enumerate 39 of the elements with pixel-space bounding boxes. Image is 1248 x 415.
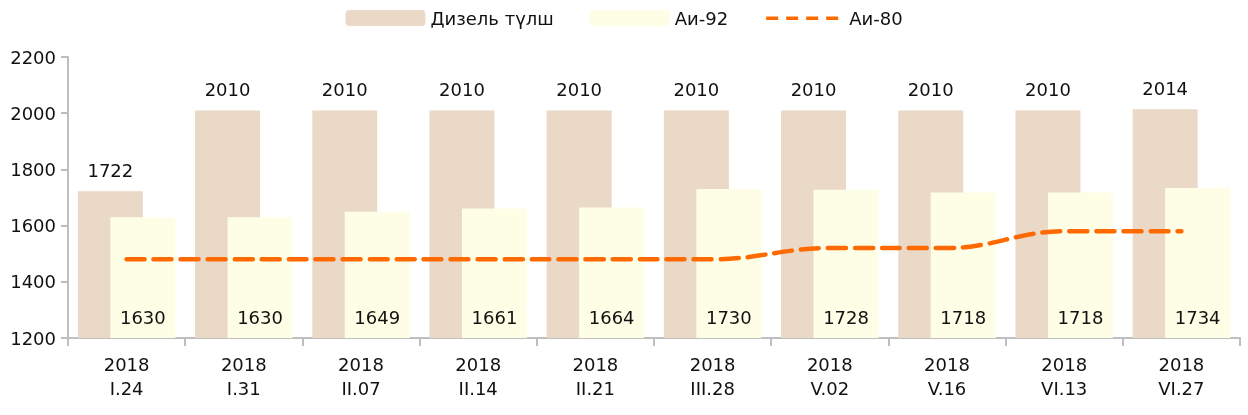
data-label: 1728 <box>823 306 869 328</box>
x-tick-label: 2018 III.28 <box>689 353 736 399</box>
data-label: 2010 <box>1025 78 1071 100</box>
data-label: 1718 <box>940 306 987 328</box>
data-label: 1664 <box>588 306 635 328</box>
x-tick-label: 2018 II.21 <box>572 353 619 399</box>
data-label: 2014 <box>1142 77 1189 99</box>
data-label: 1661 <box>471 306 518 328</box>
x-tick-label: 2018 II.14 <box>455 353 502 399</box>
data-label: 2010 <box>556 78 603 100</box>
y-tick-label: 1600 <box>10 215 56 237</box>
x-tick-label: 2018 V.16 <box>924 353 970 399</box>
data-label: 1734 <box>1174 306 1221 328</box>
data-label: 1630 <box>237 306 283 328</box>
x-tick-label: 2018 II.07 <box>338 353 384 399</box>
y-tick-label: 2000 <box>10 102 56 124</box>
y-tick-label: 1200 <box>10 327 56 349</box>
legend-label: Аи-92 <box>674 7 729 29</box>
data-label: 1630 <box>119 306 166 328</box>
data-label: 2010 <box>907 78 954 100</box>
x-tick-label: 2018 VI.27 <box>1158 353 1205 399</box>
data-label: 2010 <box>204 78 251 100</box>
y-tick-label: 1800 <box>10 158 56 180</box>
data-label: 1730 <box>705 306 752 328</box>
data-label: 2010 <box>790 78 837 100</box>
data-label: 2010 <box>321 78 368 100</box>
data-label: 1649 <box>354 306 401 328</box>
data-label: 2010 <box>439 78 485 100</box>
y-tick-label: 1400 <box>10 271 56 293</box>
x-tick-label: 2018 I.24 <box>103 353 150 399</box>
data-label: 2010 <box>673 78 720 100</box>
x-tick-label: 2018 VI.13 <box>1041 353 1088 399</box>
x-tick-label: 2018 I.31 <box>220 353 267 399</box>
data-label: 1718 <box>1057 306 1104 328</box>
legend-label: Аи-80 <box>849 7 903 29</box>
data-label: 1722 <box>87 159 134 181</box>
legend-label: Дизель түлш <box>430 7 554 29</box>
y-tick-label: 2200 <box>10 46 56 68</box>
x-tick-label: 2018 V.02 <box>806 353 853 399</box>
